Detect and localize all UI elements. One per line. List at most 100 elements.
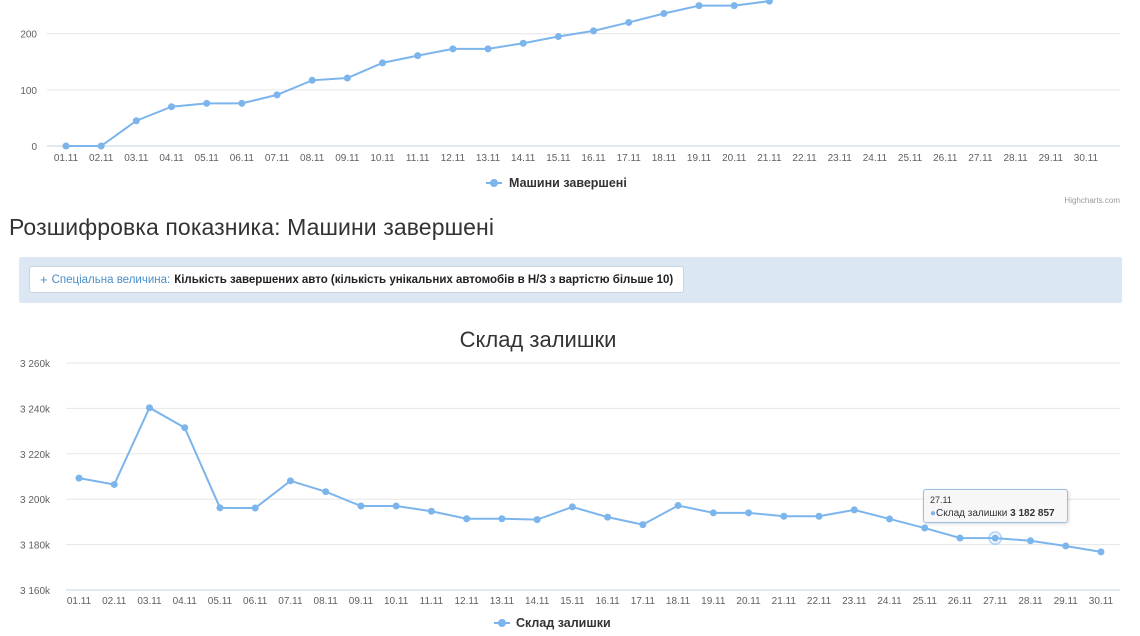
chart-machines-completed: 0 100 200 01.11 02.11 03.11 04.11 05.11 06.11 07… — [20, 0, 1120, 205]
data-point[interactable] — [730, 2, 738, 10]
data-point[interactable] — [463, 515, 471, 523]
data-point[interactable] — [519, 39, 527, 47]
x-tick-label: 08.11 — [300, 153, 325, 164]
x-tick-label: 12.11 — [441, 153, 466, 164]
data-point[interactable] — [590, 27, 598, 35]
tooltip-marker-icon: ● — [930, 508, 937, 519]
x-tick-label: 20.11 — [736, 596, 761, 607]
data-point[interactable] — [709, 509, 717, 517]
x-tick-label: 18.11 — [666, 596, 691, 607]
x-tick-label: 06.11 — [230, 153, 255, 164]
x-tick-label: 18.11 — [652, 153, 677, 164]
data-point[interactable] — [110, 480, 118, 488]
x-tick-label: 21.11 — [757, 153, 782, 164]
data-point[interactable] — [216, 504, 224, 512]
y-tick-label: 3 200k — [20, 495, 51, 506]
data-point[interactable] — [181, 424, 189, 432]
data-point[interactable] — [484, 45, 492, 53]
data-point[interactable] — [1062, 542, 1070, 550]
data-point[interactable] — [97, 142, 105, 150]
credits-link[interactable]: Highcharts.com — [1064, 196, 1120, 205]
filter-label: Спеціальна величина: — [51, 273, 171, 286]
legend-machines-completed[interactable]: Машини завершені — [486, 176, 627, 190]
x-tick-label: 25.11 — [898, 153, 923, 164]
data-point[interactable] — [308, 76, 316, 84]
filter-panel: + Спеціальна величина: Кількість заверше… — [19, 257, 1122, 303]
data-point[interactable] — [639, 521, 647, 529]
data-point[interactable] — [815, 512, 823, 520]
data-point[interactable] — [765, 0, 773, 5]
data-point[interactable] — [554, 33, 562, 40]
data-point[interactable] — [850, 506, 858, 514]
data-point[interactable] — [273, 91, 281, 99]
x-tick-label: 27.11 — [968, 153, 993, 164]
x-tick-label: 26.11 — [948, 596, 973, 607]
data-point[interactable] — [379, 59, 387, 67]
hover-marker — [988, 531, 1003, 546]
x-tick-label: 10.11 — [384, 596, 409, 607]
data-point[interactable] — [674, 502, 682, 510]
data-point[interactable] — [660, 9, 668, 17]
x-tick-label: 30.11 — [1074, 153, 1099, 164]
y-tick-label: 200 — [20, 30, 37, 41]
series-line-machines-completed — [66, 0, 770, 147]
data-point[interactable] — [921, 524, 929, 532]
x-tick-label: 22.11 — [792, 153, 817, 164]
x-tick-label: 06.11 — [243, 596, 268, 607]
data-point[interactable] — [414, 52, 422, 60]
data-point[interactable] — [780, 512, 788, 520]
x-tick-label: 22.11 — [807, 596, 832, 607]
data-point[interactable] — [427, 507, 435, 515]
x-tick-label: 19.11 — [701, 596, 726, 607]
series-line-warehouse-stock — [78, 406, 1102, 553]
x-tick-label: 17.11 — [617, 153, 642, 164]
data-point[interactable] — [1026, 537, 1034, 545]
x-tick-label: 20.11 — [722, 153, 747, 164]
data-point[interactable] — [604, 513, 612, 521]
chart-warehouse-stock: Склад залишки 3 160k 3 180k 3 200k 3 220k 3 … — [20, 327, 1120, 630]
data-point[interactable] — [286, 477, 294, 485]
data-point[interactable] — [132, 117, 140, 125]
tooltip-date: 27.11 — [930, 495, 952, 505]
data-point[interactable] — [449, 45, 457, 53]
data-point[interactable] — [322, 488, 330, 496]
data-point[interactable] — [251, 504, 259, 512]
legend-warehouse-stock[interactable]: Склад залишки — [494, 616, 611, 630]
y-tick-label: 3 240k — [20, 404, 51, 415]
data-point[interactable] — [343, 74, 351, 82]
x-tick-label: 28.11 — [1003, 153, 1028, 164]
data-point[interactable] — [238, 99, 246, 107]
data-point[interactable] — [886, 515, 894, 523]
x-tick-label: 14.11 — [511, 153, 536, 164]
data-point[interactable] — [145, 404, 153, 412]
tooltip-series: Склад залишки — [936, 508, 1008, 519]
filter-chip[interactable]: + Спеціальна величина: Кількість заверше… — [29, 266, 685, 293]
data-point[interactable] — [533, 516, 541, 524]
data-point[interactable] — [392, 502, 400, 510]
data-point[interactable] — [568, 503, 576, 511]
data-point[interactable] — [745, 509, 753, 517]
y-tick-label: 3 260k — [20, 359, 51, 370]
x-tick-label: 14.11 — [525, 596, 550, 607]
data-point[interactable] — [956, 534, 964, 542]
x-tick-label: 19.11 — [687, 153, 712, 164]
data-point[interactable] — [625, 18, 633, 26]
x-tick-label: 23.11 — [828, 153, 853, 164]
x-tick-label: 11.11 — [406, 153, 430, 164]
x-tick-label: 09.11 — [349, 596, 374, 607]
data-point[interactable] — [498, 515, 506, 523]
x-tick-label: 15.11 — [560, 596, 585, 607]
data-point[interactable] — [1097, 548, 1105, 556]
data-point[interactable] — [357, 502, 365, 510]
data-point[interactable] — [75, 474, 83, 482]
x-tick-label: 27.11 — [983, 596, 1008, 607]
x-tick-label: 17.11 — [631, 596, 656, 607]
data-point[interactable] — [695, 2, 703, 10]
data-point[interactable] — [168, 103, 176, 111]
x-tick-label: 25.11 — [913, 596, 938, 607]
x-tick-label: 29.11 — [1054, 596, 1079, 607]
y-tick-label: 3 180k — [20, 541, 51, 552]
data-point[interactable] — [991, 534, 999, 542]
data-point[interactable] — [62, 142, 70, 150]
data-point[interactable] — [203, 99, 211, 107]
